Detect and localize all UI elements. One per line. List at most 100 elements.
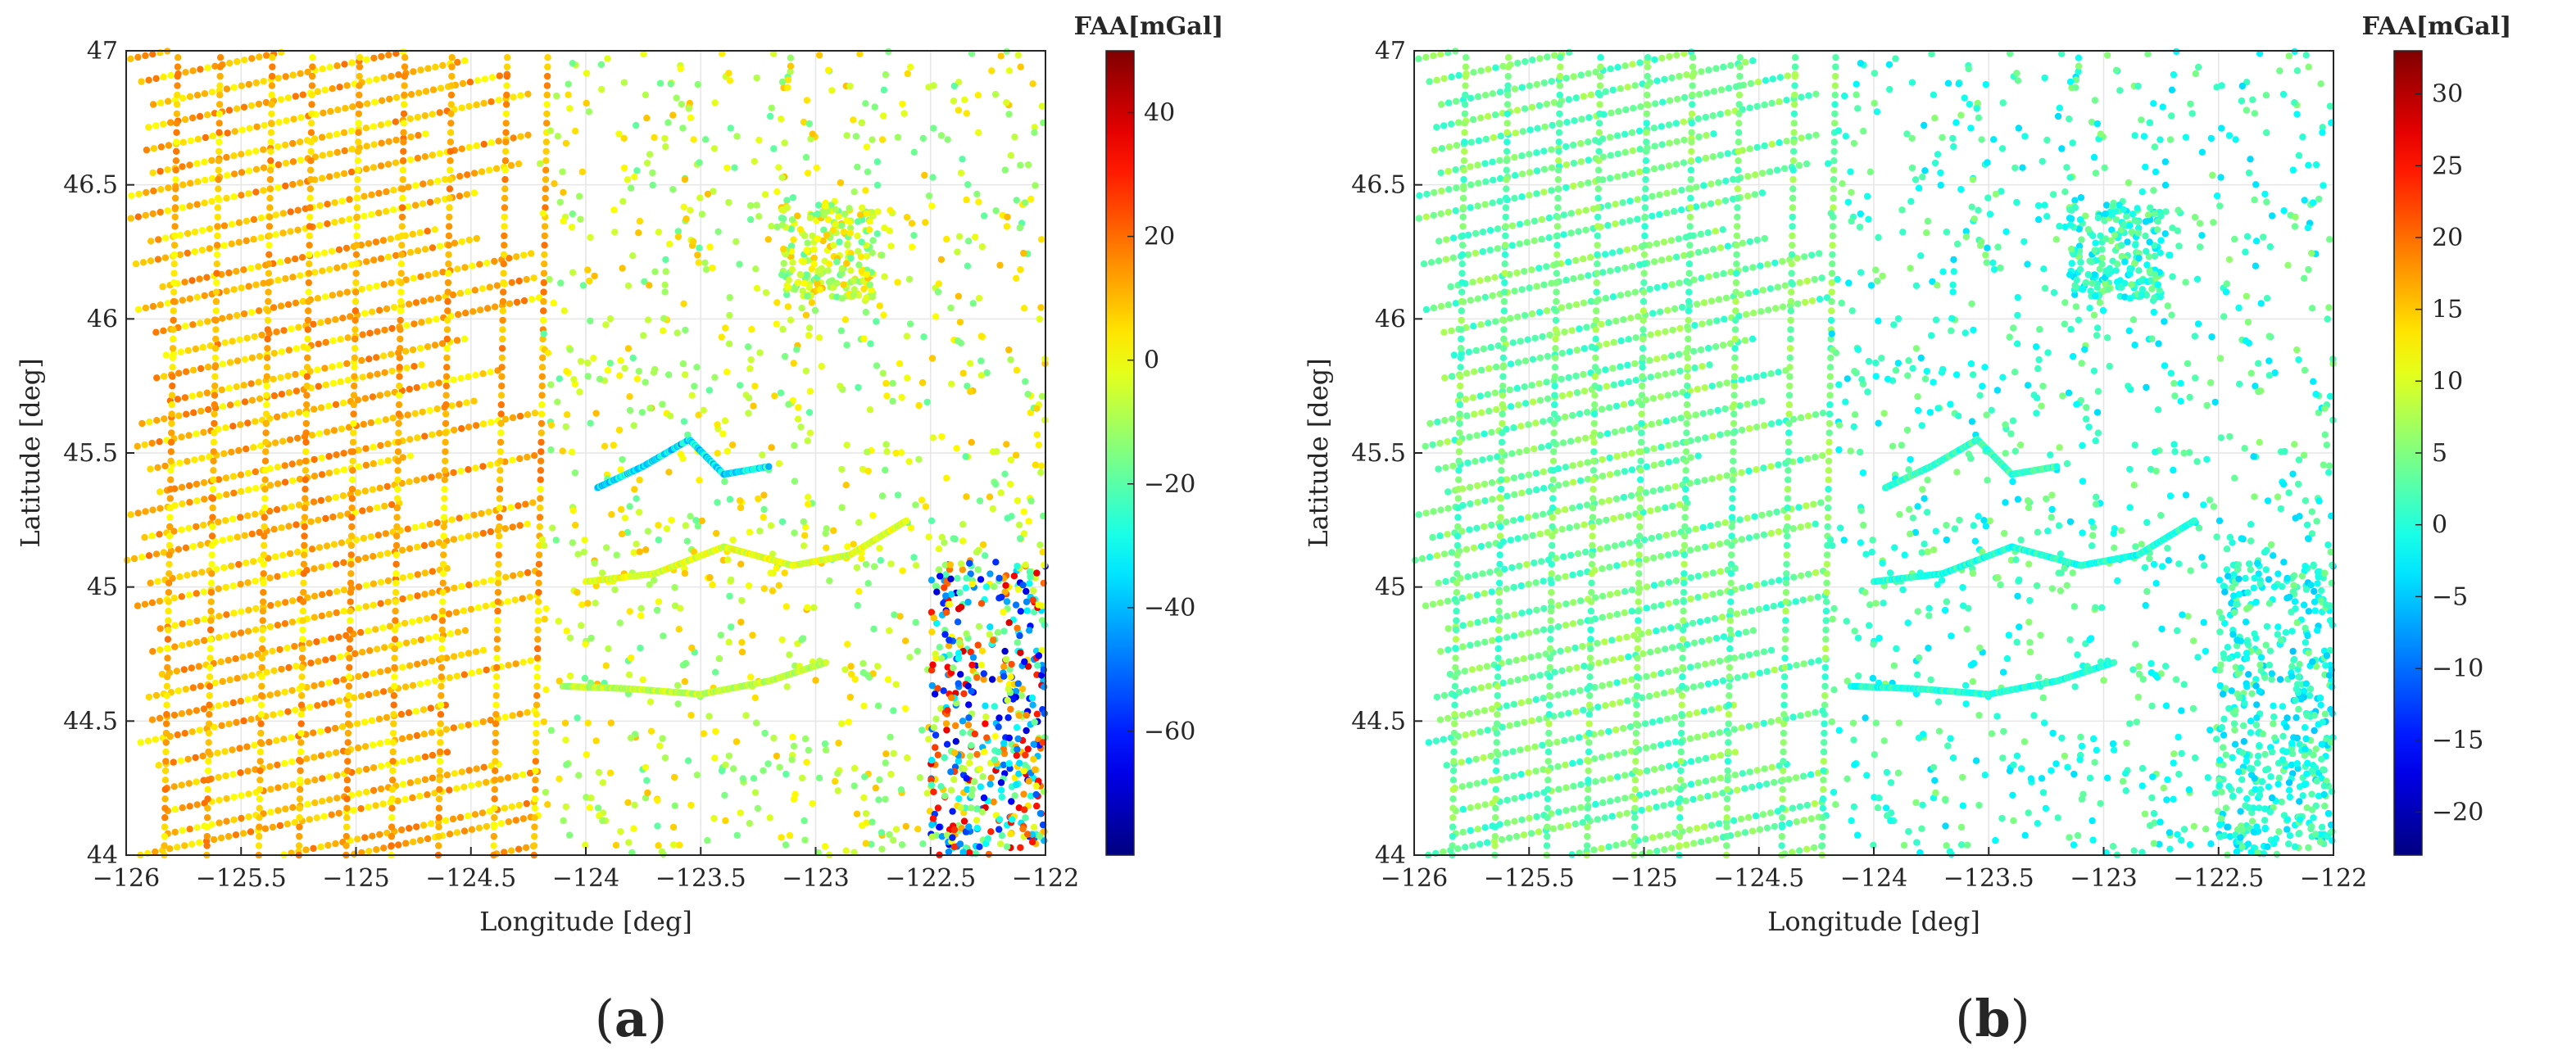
data-point [769, 105, 775, 111]
data-point [406, 478, 412, 485]
data-point [297, 795, 303, 802]
data-point [494, 617, 501, 623]
data-point [247, 716, 254, 722]
data-point [270, 824, 276, 831]
data-point [420, 409, 426, 415]
data-point [223, 795, 229, 802]
data-point [624, 176, 631, 183]
data-point [389, 758, 396, 764]
data-point [184, 230, 191, 237]
data-point [183, 545, 189, 551]
data-point [531, 842, 537, 849]
data-point [163, 702, 170, 709]
data-point [678, 101, 685, 107]
data-point [308, 120, 315, 126]
data-point [538, 429, 545, 436]
data-point [234, 383, 240, 390]
data-point [283, 117, 289, 124]
data-point [233, 831, 239, 838]
data-point [625, 839, 632, 845]
data-point [1605, 844, 1612, 850]
data-point [1014, 752, 1020, 758]
data-point [1742, 829, 1748, 835]
data-point [704, 837, 710, 844]
data-point [260, 608, 266, 614]
data-point [496, 523, 502, 530]
data-point [166, 580, 172, 586]
data-point [234, 534, 241, 541]
data-point [791, 478, 798, 484]
data-point [497, 495, 503, 501]
data-point [361, 421, 367, 428]
data-point [330, 380, 337, 387]
data-point [655, 598, 662, 604]
data-point [308, 111, 315, 117]
data-point [497, 467, 503, 473]
data-point [491, 795, 497, 802]
data-point [168, 410, 175, 417]
data-point [244, 579, 251, 586]
data-point [155, 256, 161, 262]
data-point [318, 405, 324, 411]
data-point [422, 754, 429, 760]
data-point [229, 241, 235, 247]
data-point [746, 582, 752, 589]
data-point [439, 617, 446, 623]
data-point [186, 482, 193, 489]
data-point [1007, 831, 1014, 837]
data-point [706, 387, 713, 393]
data-point [847, 229, 854, 236]
data-point [703, 266, 710, 273]
data-point [170, 326, 176, 333]
data-point [954, 575, 960, 582]
data-point [417, 345, 424, 351]
data-point [421, 591, 428, 597]
data-point [217, 54, 224, 61]
data-point [1041, 788, 1047, 795]
data-point [392, 599, 399, 605]
data-point [181, 278, 188, 285]
data-point [216, 120, 223, 126]
data-point [267, 623, 274, 630]
data-point [196, 840, 202, 846]
data-point [413, 823, 420, 830]
data-point [882, 796, 888, 803]
data-point [509, 279, 515, 286]
data-point [283, 645, 290, 651]
data-point [778, 215, 785, 221]
data-point [679, 125, 686, 131]
data-point [385, 457, 392, 464]
data-point [924, 790, 931, 796]
data-point [711, 754, 718, 761]
data-point [152, 122, 159, 129]
data-point [705, 713, 712, 719]
data-point [374, 328, 380, 335]
data-point [537, 495, 543, 501]
data-point [398, 826, 405, 833]
data-point [265, 307, 271, 314]
data-point [267, 148, 274, 155]
data-point [214, 233, 220, 239]
data-point [392, 589, 399, 595]
data-point [193, 431, 199, 437]
data-point [245, 628, 252, 635]
data-point [356, 120, 362, 126]
data-point [903, 518, 909, 524]
data-point [928, 518, 935, 524]
data-point [789, 259, 796, 265]
data-point [361, 718, 368, 725]
data-point [879, 136, 886, 143]
data-point [467, 79, 474, 85]
data-point [412, 201, 419, 208]
data-point [174, 101, 180, 107]
data-point [914, 648, 921, 654]
data-point [444, 326, 451, 333]
data-point [692, 517, 699, 523]
data-point [508, 162, 515, 169]
data-point [950, 776, 957, 783]
data-point [932, 731, 939, 738]
data-point [302, 505, 308, 511]
data-point [363, 125, 370, 131]
data-point [887, 734, 893, 740]
data-point [325, 679, 332, 686]
